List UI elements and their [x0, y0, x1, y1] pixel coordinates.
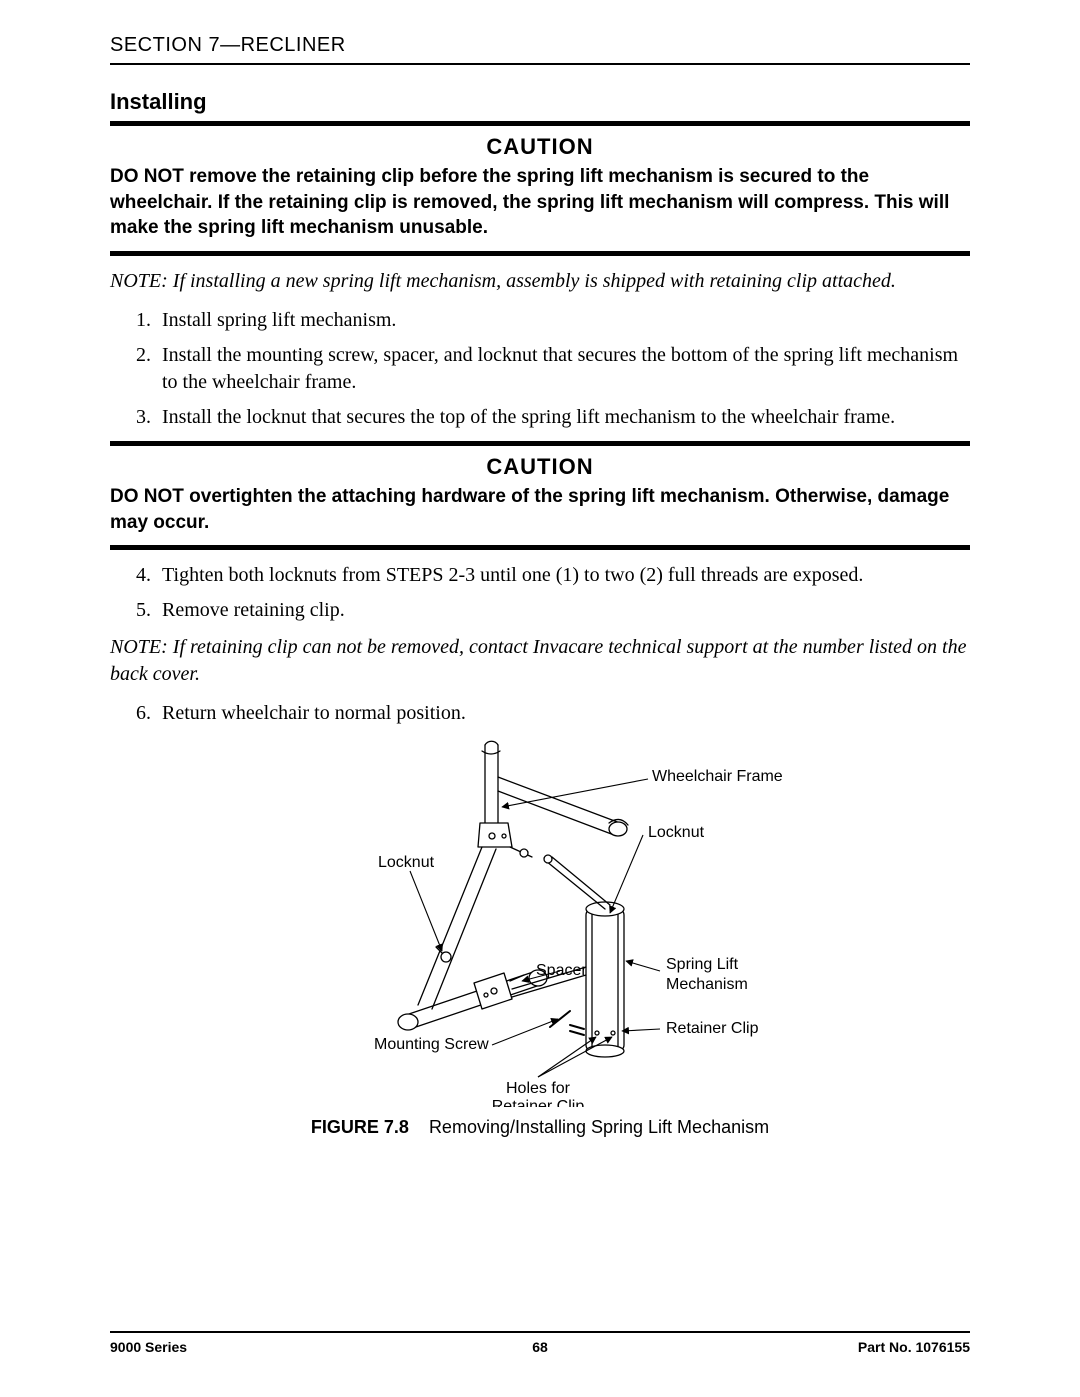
- caution-2-body: DO NOT overtighten the attaching hardwar…: [110, 484, 970, 535]
- caution-box-1: CAUTION DO NOT remove the retaining clip…: [110, 121, 970, 256]
- caution-box-2: CAUTION DO NOT overtighten the attaching…: [110, 441, 970, 550]
- label-spring-lift-2: Mechanism: [666, 976, 748, 993]
- figure-label: FIGURE 7.8: [311, 1117, 409, 1137]
- caution-1-body: DO NOT remove the retaining clip before …: [110, 164, 970, 241]
- label-spring-lift-1: Spring Lift: [666, 956, 739, 973]
- label-locknut-left: Locknut: [378, 854, 435, 871]
- figure-caption: FIGURE 7.8 Removing/Installing Spring Li…: [110, 1117, 970, 1138]
- page: SECTION 7—RECLINER Installing CAUTION DO…: [0, 0, 1080, 1397]
- label-locknut-right: Locknut: [648, 824, 705, 841]
- steps-list-b: Tighten both locknuts from STEPS 2-3 unt…: [110, 562, 970, 624]
- section-header: SECTION 7—RECLINER: [110, 34, 970, 65]
- step-1: Install spring lift mechanism.: [156, 307, 970, 334]
- step-5: Remove retaining clip.: [156, 597, 970, 624]
- installing-heading: Installing: [110, 89, 970, 115]
- step-2: Install the mounting screw, spacer, and …: [156, 342, 970, 396]
- caution-2-title: CAUTION: [110, 454, 970, 480]
- note-1: NOTE: If installing a new spring lift me…: [110, 268, 970, 295]
- label-spacer: Spacer: [536, 962, 587, 979]
- label-holes-2: Retainer Clip: [492, 1098, 585, 1107]
- page-footer: 9000 Series 68 Part No. 1076155: [110, 1331, 970, 1355]
- step-6: Return wheelchair to normal position.: [156, 700, 970, 727]
- step-3: Install the locknut that secures the top…: [156, 404, 970, 431]
- label-holes-1: Holes for: [506, 1080, 571, 1097]
- figure-svg: Wheelchair Frame Locknut Locknut Spacer …: [260, 737, 820, 1107]
- step-4: Tighten both locknuts from STEPS 2-3 unt…: [156, 562, 970, 589]
- label-retainer-clip: Retainer Clip: [666, 1020, 759, 1037]
- note-2: NOTE: If retaining clip can not be remov…: [110, 634, 970, 688]
- caution-1-title: CAUTION: [110, 134, 970, 160]
- label-mounting-screw: Mounting Screw: [374, 1036, 489, 1053]
- footer-page-number: 68: [110, 1339, 970, 1355]
- steps-list-c: Return wheelchair to normal position.: [110, 700, 970, 727]
- label-wheelchair-frame: Wheelchair Frame: [652, 768, 783, 785]
- steps-list-a: Install spring lift mechanism. Install t…: [110, 307, 970, 431]
- figure-caption-text: Removing/Installing Spring Lift Mechanis…: [429, 1117, 769, 1137]
- figure-7-8: Wheelchair Frame Locknut Locknut Spacer …: [110, 737, 970, 1138]
